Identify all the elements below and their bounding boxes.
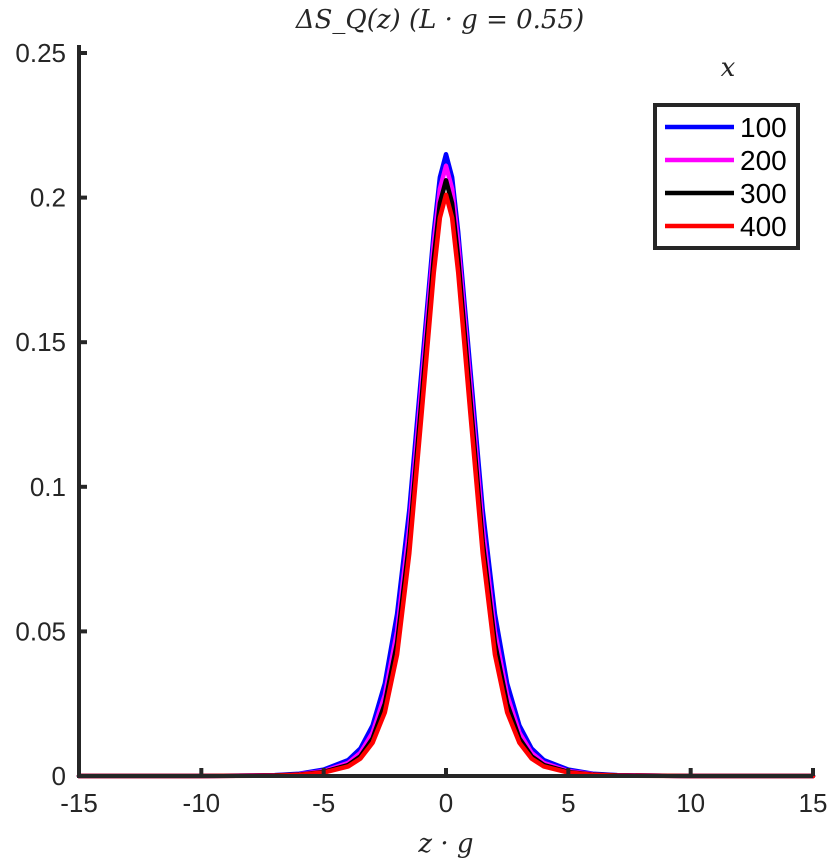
x-tick-label: 5	[561, 788, 575, 818]
chart-title: ΔS_Q(z) (L · g = 0.55)	[295, 5, 584, 35]
x-tick-label: -15	[60, 788, 98, 818]
x-tick-label: 0	[439, 788, 453, 818]
legend-label-300: 300	[740, 178, 787, 209]
legend-label-200: 200	[740, 145, 787, 176]
x-axis-label: z · g	[417, 829, 473, 859]
y-ticks: 0 0.05 0.1 0.15 0.2 0.25	[15, 38, 87, 791]
y-tick-label: 0.15	[15, 327, 66, 357]
x-tick-label: -5	[312, 788, 335, 818]
x-ticks: -15 -10 -5 0 5 10 15	[60, 768, 827, 818]
x-tick-label: 15	[799, 788, 828, 818]
legend-title: x	[721, 53, 736, 83]
series-line-100	[76, 151, 816, 779]
y-tick-label: 0.2	[30, 183, 66, 213]
y-tick-label: 0.25	[15, 38, 66, 68]
x-tick-label: -10	[183, 788, 221, 818]
series-line-400	[76, 192, 816, 779]
x-tick-label: 10	[676, 788, 705, 818]
y-tick-label: 0.1	[30, 472, 66, 502]
y-tick-label: 0.05	[15, 616, 66, 646]
legend-label-400: 400	[740, 211, 787, 242]
y-tick-label: 0	[52, 761, 66, 791]
series-layer	[76, 151, 816, 779]
legend-label-100: 100	[740, 112, 787, 143]
